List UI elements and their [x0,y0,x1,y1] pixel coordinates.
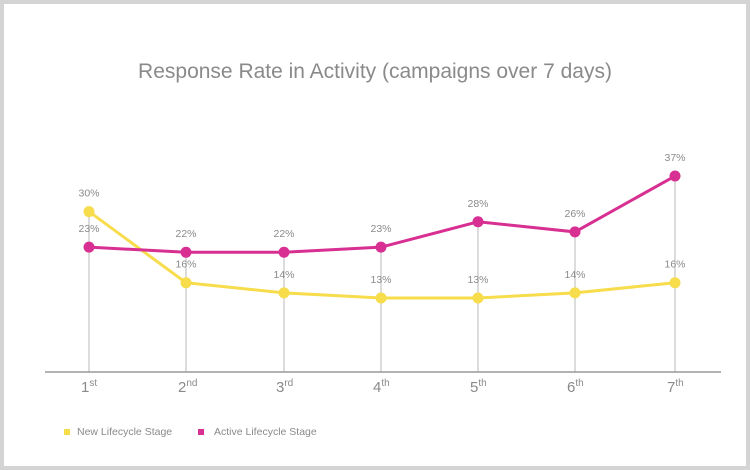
series-line [88,174,676,254]
data-point [83,241,95,253]
data-point [278,287,290,299]
data-point [83,206,95,218]
data-label: 16% [664,259,685,271]
x-tick-label: 7th [667,378,684,396]
data-point [180,277,192,289]
data-label: 37% [664,152,685,164]
legend-swatch [64,429,70,435]
data-point [669,277,681,289]
x-tick-label: 1st [81,378,97,396]
data-label: 13% [370,274,391,286]
data-point [472,216,484,228]
chart-title: Response Rate in Activity (campaigns ove… [138,60,612,83]
data-point [669,170,681,182]
data-label: 22% [273,228,294,240]
legend-swatch [198,429,204,435]
data-label: 23% [370,223,391,235]
data-point [375,292,387,304]
data-label: 14% [273,269,294,281]
data-point [569,226,581,238]
data-point [180,246,192,258]
data-label: 28% [467,198,488,210]
data-label: 14% [564,269,585,281]
data-point [375,241,387,253]
data-label: 30% [78,188,99,200]
data-label: 26% [564,208,585,220]
x-tick-label: 2nd [178,378,197,396]
data-label: 16% [175,259,196,271]
data-label: 13% [467,274,488,286]
x-tick-label: 4th [373,378,390,396]
data-label: 23% [78,223,99,235]
data-point [278,246,290,258]
data-point [569,287,581,299]
x-tick-label: 5th [470,378,487,396]
x-tick-label: 6th [567,378,584,396]
data-point [472,292,484,304]
x-tick-label: 3rd [276,378,293,396]
legend-label: Active Lifecycle Stage [214,426,317,438]
legend-label: New Lifecycle Stage [77,426,172,438]
data-label: 22% [175,228,196,240]
